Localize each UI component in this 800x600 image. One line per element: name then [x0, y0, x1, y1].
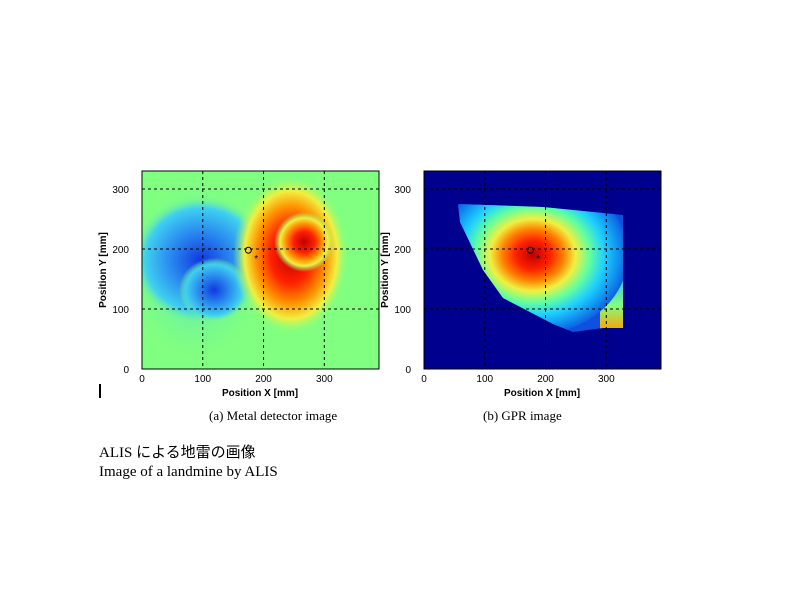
y-axis-label: Position Y [mm]	[98, 232, 109, 308]
caption-gpr: (b) GPR image	[483, 408, 562, 423]
x-axis-label: Position X [mm]	[504, 388, 580, 399]
center-markers: *	[244, 246, 258, 265]
grid-lines	[424, 171, 661, 369]
title-japanese: ALIS による地雷の画像	[99, 445, 256, 461]
axis-ticks: 0 100 200 300 0 100 200 300	[112, 185, 333, 385]
y-tick-label: 0	[405, 365, 411, 376]
circle-marker	[244, 246, 252, 254]
y-tick-label: 300	[394, 185, 411, 196]
center-markers: *	[526, 246, 540, 265]
text-cursor	[99, 384, 101, 398]
x-tick-label: 0	[139, 374, 145, 385]
y-tick-label: 300	[112, 185, 129, 196]
x-tick-label: 100	[194, 374, 211, 385]
grid-lines	[142, 171, 379, 369]
y-axis-label: Position Y [mm]	[380, 232, 391, 308]
plot-frame	[141, 170, 380, 370]
figure-title: ALIS による地雷の画像 Image of a landmine by ALI…	[99, 444, 278, 482]
gpr-chart: 0 100 200 300 0 100 200 300 * Position X [mm] P…	[380, 170, 662, 399]
x-tick-label: 200	[255, 374, 272, 385]
x-axis-label: Position X [mm]	[222, 388, 298, 399]
y-tick-label: 100	[112, 305, 129, 316]
axis-ticks: 0 100 200 300 0 100 200 300	[394, 185, 615, 385]
metal-detector-heatmap	[142, 175, 349, 365]
x-tick-label: 300	[598, 374, 615, 385]
x-tick-label: 100	[476, 374, 493, 385]
caption-metal-detector: (a) Metal detector image	[209, 408, 338, 423]
x-tick-label: 0	[421, 374, 427, 385]
x-tick-label: 300	[316, 374, 333, 385]
metal-detector-chart: 0 100 200 300 0 100 200 300 * Position X [mm] P…	[98, 170, 380, 399]
metal-detector-plot: 0 100 200 300 0 100 200 300 * Position X [mm] P…	[96, 160, 386, 405]
gpr-plot: 0 100 200 300 0 100 200 300 * Position X [mm] P…	[378, 160, 668, 405]
plot-frame	[423, 170, 662, 370]
circle-marker	[526, 246, 534, 254]
star-marker: *	[254, 254, 258, 265]
x-tick-label: 200	[537, 374, 554, 385]
title-english: Image of a landmine by ALIS	[99, 464, 278, 480]
y-tick-label: 100	[394, 305, 411, 316]
star-marker: *	[536, 254, 540, 265]
y-tick-label: 200	[394, 245, 411, 256]
y-tick-label: 0	[123, 365, 129, 376]
y-tick-label: 200	[112, 245, 129, 256]
